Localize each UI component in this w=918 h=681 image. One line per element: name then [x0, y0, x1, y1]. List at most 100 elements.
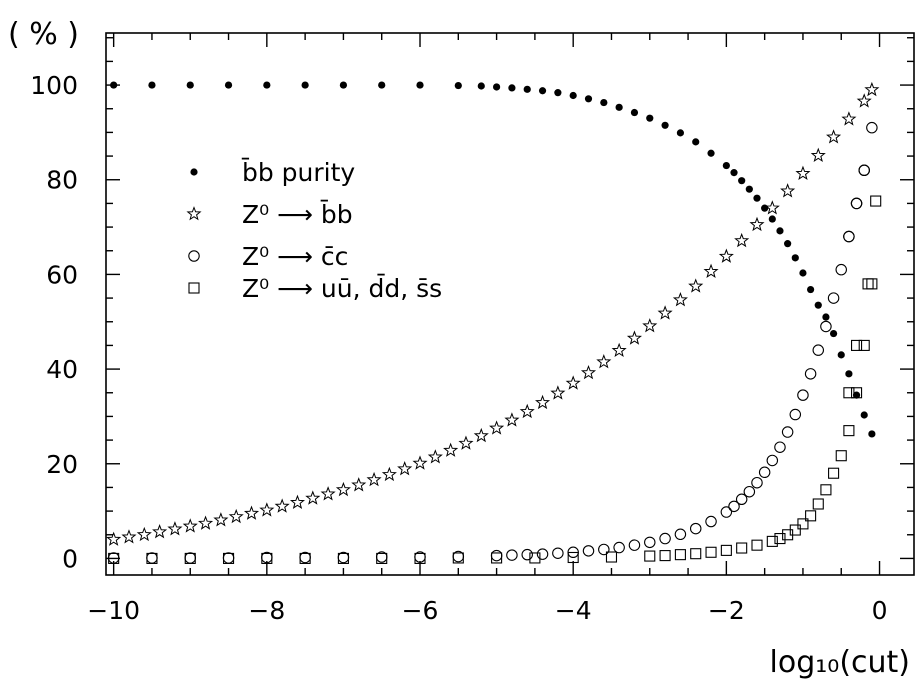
- cc-point: [146, 552, 158, 564]
- uds-point: [605, 551, 618, 563]
- y-tick-label: 80: [46, 166, 78, 195]
- uds-point: [774, 533, 786, 545]
- y-tick-label: 60: [46, 260, 78, 289]
- bb-point: [106, 531, 122, 546]
- uds-point: [751, 539, 763, 551]
- legend-label: Z⁰ ⟶ c̄c: [242, 242, 348, 271]
- bb-point: [335, 481, 351, 497]
- bb-point: [351, 477, 367, 492]
- legend-label: b̄b purity: [242, 157, 356, 187]
- bb-point: [519, 403, 535, 419]
- uds-point: [674, 549, 686, 561]
- y-tick-label: 0: [62, 544, 78, 573]
- bb-point: [611, 342, 627, 358]
- purity-point: [738, 177, 746, 185]
- purity-point: [416, 81, 424, 89]
- uds-point: [843, 425, 855, 437]
- legend-label: Z⁰ ⟶ uū, d̄d, s̄s: [242, 273, 442, 303]
- axis-ticks: −10 −8 −6 −4 −2 0 0 20 40 60 80 100: [30, 33, 914, 625]
- purity-point: [584, 95, 593, 103]
- bb-point: [780, 183, 796, 198]
- bb-point: [412, 455, 428, 470]
- cc-point: [659, 532, 671, 545]
- purity-point: [730, 169, 738, 177]
- uds-point: [828, 467, 840, 479]
- bb-point: [596, 354, 612, 369]
- uds-point: [705, 546, 717, 558]
- cc-point: [582, 545, 595, 557]
- cc-point: [674, 528, 687, 541]
- purity-point: [707, 149, 715, 157]
- purity-point: [186, 81, 194, 89]
- x-tick-label: −2: [708, 596, 745, 625]
- bb-point: [718, 248, 734, 263]
- uds-point: [644, 550, 656, 562]
- cc-point: [536, 548, 549, 560]
- x-tick-label: −10: [87, 596, 140, 625]
- cc-point: [804, 368, 817, 380]
- purity-point: [554, 89, 562, 97]
- bb-point: [672, 292, 688, 307]
- purity-point: [339, 81, 348, 89]
- purity-point: [829, 329, 838, 338]
- bb-point: [259, 502, 275, 517]
- cc-point: [820, 320, 832, 333]
- purity-point: [860, 411, 868, 419]
- cc-point: [797, 389, 809, 401]
- cc-point: [552, 547, 564, 559]
- cc-point: [858, 164, 870, 177]
- cc-point: [751, 476, 763, 489]
- purity-point: [263, 81, 271, 89]
- cc-point: [766, 454, 779, 467]
- purity-point: [538, 87, 547, 95]
- bb-point: [734, 232, 750, 248]
- legend-marker: [190, 168, 198, 176]
- bb-point: [305, 490, 321, 505]
- purity-point: [814, 301, 822, 309]
- purity-point: [378, 81, 386, 89]
- bb-point: [443, 442, 459, 457]
- cc-point: [743, 485, 756, 498]
- uds-point: [222, 552, 235, 564]
- cc-point: [184, 552, 196, 564]
- purity-point: [646, 114, 654, 122]
- uds-point: [261, 552, 273, 564]
- purity-point: [454, 81, 462, 90]
- cc-point: [735, 493, 748, 506]
- x-tick-label: −6: [402, 596, 439, 625]
- purity-point: [799, 269, 807, 277]
- uds-point: [529, 552, 541, 564]
- uds-point: [862, 278, 874, 290]
- cc-point: [613, 541, 625, 554]
- cc-point: [835, 263, 847, 276]
- cc-point: [644, 536, 656, 549]
- bb-point: [535, 394, 551, 410]
- purity-point: [508, 84, 516, 92]
- uds-point: [108, 552, 120, 564]
- cc-point: [789, 408, 802, 421]
- cc-point: [850, 197, 863, 210]
- y-tick-label: 100: [30, 71, 78, 100]
- bb-point: [427, 449, 443, 464]
- purity-point: [224, 81, 233, 89]
- legend-marker: [188, 250, 200, 262]
- cc-point: [866, 121, 878, 134]
- cc-point: [720, 506, 733, 518]
- uds-point: [843, 387, 855, 399]
- purity-point: [852, 391, 861, 399]
- y-axis-label: ( % ): [8, 17, 79, 52]
- bb-point: [810, 147, 826, 163]
- purity-point: [791, 254, 799, 262]
- bb-point: [703, 263, 719, 278]
- cc-point: [705, 515, 717, 528]
- legend-label: Z⁰ ⟶ b̄b: [242, 199, 353, 229]
- uds-point: [184, 552, 196, 564]
- bb-point: [397, 461, 413, 476]
- cc-point: [728, 500, 740, 513]
- cc-point: [774, 441, 786, 453]
- uds-point: [736, 542, 748, 554]
- purity-point: [776, 227, 784, 235]
- purity-point: [492, 83, 501, 91]
- uds-point: [452, 552, 464, 564]
- cc-point: [689, 522, 702, 535]
